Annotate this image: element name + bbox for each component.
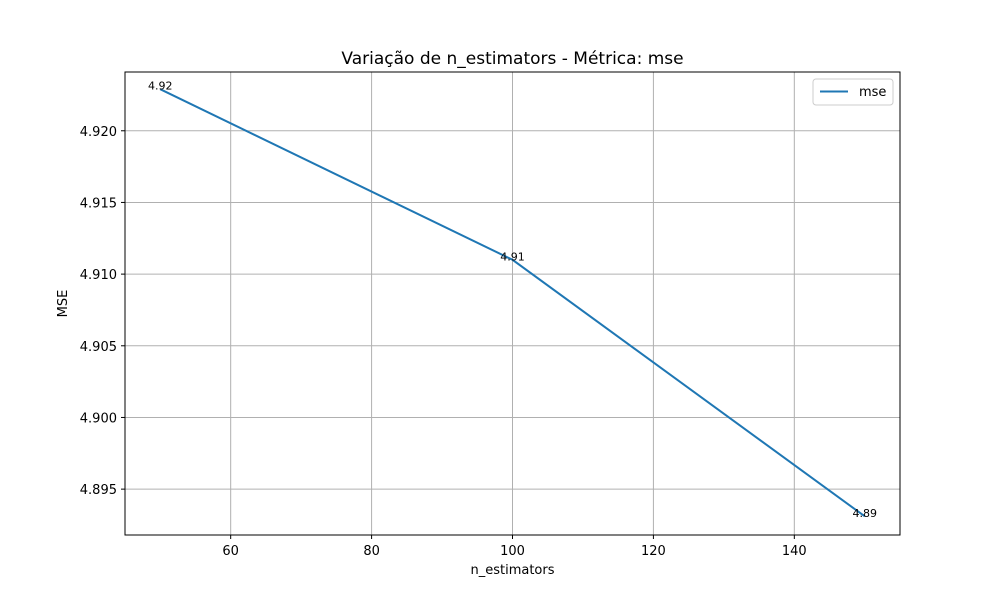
- legend-label: mse: [859, 85, 886, 100]
- chart-title: Variação de n_estimators - Métrica: mse: [341, 49, 683, 69]
- data-label: 4.91: [500, 250, 525, 263]
- x-axis-label: n_estimators: [470, 563, 554, 578]
- legend-box: [812, 78, 894, 106]
- data-label: 4.92: [148, 80, 173, 93]
- y-tick-label: 4.910: [80, 268, 117, 283]
- grid: [125, 72, 900, 535]
- y-tick-label: 4.915: [80, 196, 117, 211]
- x-tick-label: 60: [222, 544, 239, 559]
- ticks: 60 80 100 120 140 4.895 4.900 4.905 4.910 4.915 4.…: [80, 125, 807, 559]
- x-tick-label: 80: [363, 544, 380, 559]
- data-label: 4.89: [853, 507, 878, 520]
- series-line-mse: [159, 88, 866, 518]
- y-tick-label: 4.905: [80, 340, 117, 355]
- y-tick-label: 4.895: [80, 483, 117, 498]
- x-tick-label: 120: [641, 544, 666, 559]
- y-axis-label: MSE: [56, 290, 71, 318]
- x-tick-label: 140: [782, 544, 807, 559]
- y-tick-label: 4.900: [80, 411, 117, 426]
- x-tick-label: 100: [500, 544, 525, 559]
- legend: mse: [812, 78, 894, 106]
- y-tick-label: 4.920: [80, 125, 117, 140]
- series-layer: 4.92 4.91 4.89: [148, 80, 877, 520]
